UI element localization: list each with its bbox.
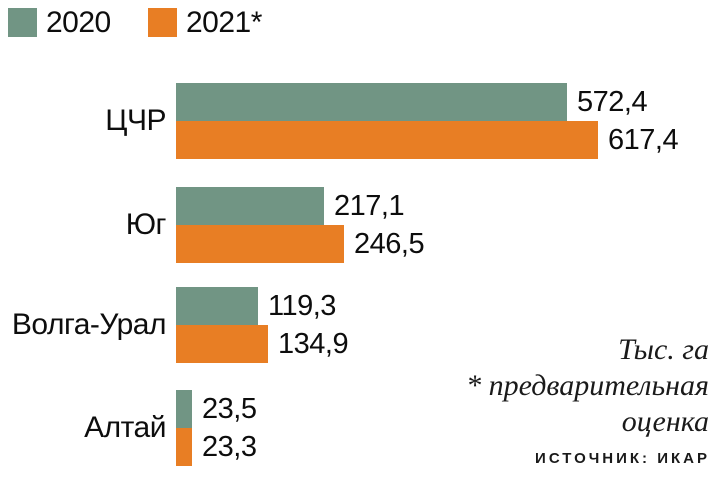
category-label: Алтай <box>84 411 166 444</box>
bar-row: 119,3 <box>176 287 336 325</box>
value-label: 134,9 <box>278 327 349 360</box>
bar-row: 572,4 <box>176 83 648 121</box>
value-label: 217,1 <box>334 189 405 222</box>
legend-item-2020: 2020 <box>8 6 111 39</box>
legend-label-2021: 2021* <box>186 6 262 39</box>
bar-2021 <box>176 428 192 466</box>
source-credit: ИСТОЧНИК: ИКАР <box>535 450 710 467</box>
category-label: ЦЧР <box>105 104 166 137</box>
value-label: 572,4 <box>577 85 648 118</box>
footnote-line-1: * предварительная <box>466 369 709 402</box>
value-label: 246,5 <box>354 227 425 260</box>
bar-2021 <box>176 121 598 159</box>
bar-2020 <box>176 287 258 325</box>
bar-row: 617,4 <box>176 121 679 159</box>
bar-2020 <box>176 83 567 121</box>
unit-label: Тыс. га <box>618 333 709 366</box>
bar-2021 <box>176 225 344 263</box>
bar-row: 134,9 <box>176 325 349 363</box>
value-label: 119,3 <box>268 289 336 322</box>
bar-row: 23,5 <box>176 390 257 428</box>
legend-item-2021: 2021* <box>148 6 262 39</box>
bar-2021 <box>176 325 268 363</box>
footnote-line-2: оценка <box>621 405 709 438</box>
value-label: 23,5 <box>202 392 257 425</box>
legend-swatch-2020 <box>8 8 37 37</box>
category-label: Волга-Урал <box>11 308 167 341</box>
bar-row: 23,3 <box>176 428 257 466</box>
unit-footnote: Тыс. га * предварительная оценка <box>466 332 709 440</box>
value-label: 23,3 <box>202 430 257 463</box>
legend-swatch-2021 <box>148 8 177 37</box>
legend-label-2020: 2020 <box>46 6 111 39</box>
category-label: Юг <box>125 208 167 241</box>
value-label: 617,4 <box>608 123 679 156</box>
bar-row: 246,5 <box>176 225 425 263</box>
bar-2020 <box>176 390 192 428</box>
bar-row: 217,1 <box>176 187 405 225</box>
bar-2020 <box>176 187 324 225</box>
